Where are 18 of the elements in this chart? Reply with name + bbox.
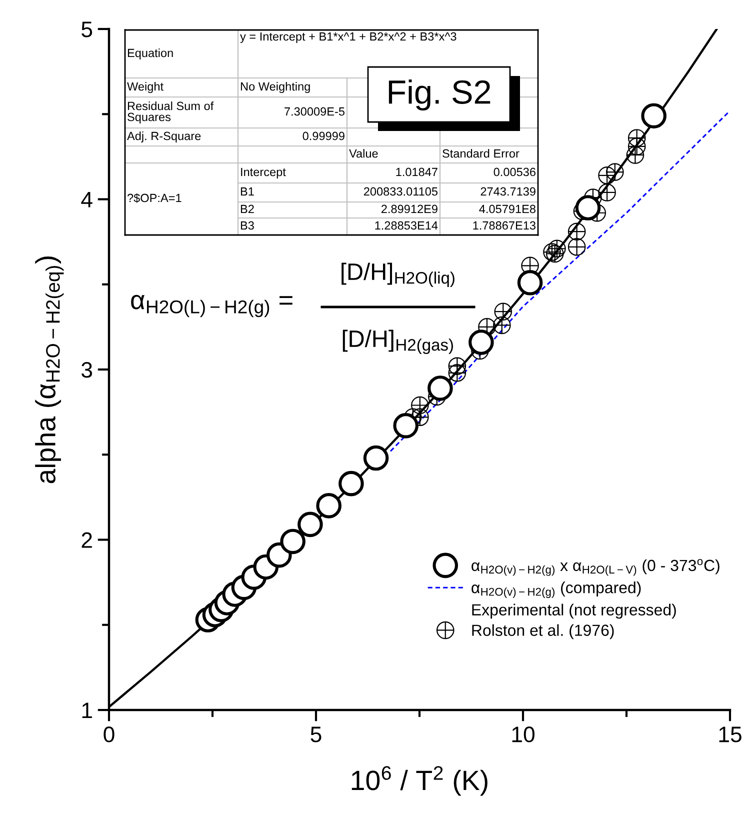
y-tick-label: 1 — [82, 702, 92, 718]
y-tick-label: 2 — [82, 532, 92, 548]
legend-label: α$_{H2O(v)−H2(g)}$ x α$_{H2O(L−V)}$ (0 - 373$^{o}$C) — [472, 559, 720, 576]
x-axis-title: 10$^{6}$ / T$^{2}$ (K) — [352, 766, 488, 796]
legend-label: α$_{H2O(v)−H2(g)}$ (compared) — [472, 582, 641, 598]
y-axis-title: alpha (α$_{H2O−H2(eq)}$) — [35, 256, 64, 484]
y-tick-label: 5 — [82, 22, 92, 38]
annotation: [D/H]$_{H2(gas)}$ — [342, 330, 453, 354]
x-tick-label: 10 — [512, 726, 534, 742]
legend-label: Rolston et al. (1976) — [472, 624, 614, 640]
x-tick-label: 5 — [310, 726, 322, 742]
annotation: α$_{H2O(L)−H2(g)}$ = — [131, 294, 292, 318]
annotation: [D/H]$_{H2O(liq)}$ — [342, 262, 454, 288]
x-tick-label: 0 — [104, 726, 114, 742]
y-tick-label: 3 — [82, 362, 92, 378]
y-tick-label: 4 — [81, 192, 92, 208]
x-tick-label: 15 — [719, 726, 742, 742]
annotation: Experimental (not regressed) — [472, 604, 676, 619]
